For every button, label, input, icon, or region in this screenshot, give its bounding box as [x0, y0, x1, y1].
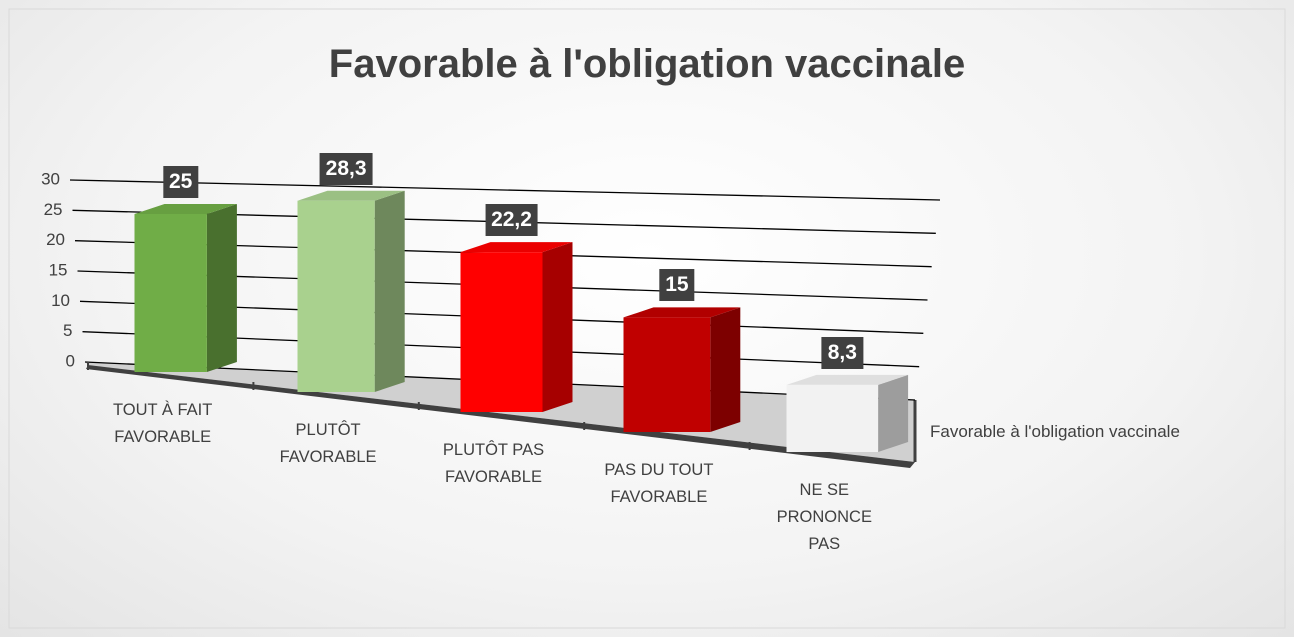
floor-edge	[86, 365, 915, 468]
x-tick-label: TOUT À FAIT FAVORABLE	[113, 401, 213, 446]
data-label: 8,3	[821, 336, 863, 369]
chart-border	[8, 8, 1286, 629]
bar-top	[297, 190, 405, 201]
bar-top	[786, 374, 909, 385]
bar	[623, 317, 711, 432]
y-tick-label: 25	[44, 200, 63, 219]
x-tick-label: PAS DU TOUT FAVORABLE	[604, 461, 714, 506]
grid-line	[69, 179, 941, 201]
y-tick-label: 0	[66, 351, 75, 370]
bar-side	[206, 204, 237, 372]
y-tick-label: 5	[63, 321, 72, 340]
data-label: 25	[163, 166, 199, 198]
bar	[460, 252, 543, 412]
bar-side	[542, 242, 573, 412]
bar-side	[710, 307, 741, 432]
bar	[786, 384, 879, 452]
data-label: 22,2	[485, 204, 538, 237]
bar-side	[374, 190, 405, 392]
x-tick-label: NE SE PRONONCE PAS	[776, 481, 872, 553]
chart-title: Favorable à l'obligation vaccinale	[328, 42, 966, 86]
y-tick-label: 20	[46, 230, 65, 249]
data-label: 28,3	[319, 152, 373, 185]
bar	[134, 214, 207, 372]
bar-side	[878, 374, 909, 452]
y-tick-label: 10	[51, 291, 70, 310]
x-tick-label: PLUTÔT PAS FAVORABLE	[442, 441, 545, 486]
x-tick-label: PLUTÔT FAVORABLE	[279, 421, 377, 466]
y-tick-label: 15	[49, 260, 68, 279]
bar-top	[134, 204, 237, 214]
y-tick-label: 30	[41, 169, 60, 188]
bar-top	[460, 242, 573, 253]
bar	[297, 200, 375, 392]
depth-axis-label: Favorable à l'obligation vaccinale	[930, 422, 1180, 441]
data-label: 15	[659, 269, 695, 302]
bar-top	[623, 307, 741, 318]
